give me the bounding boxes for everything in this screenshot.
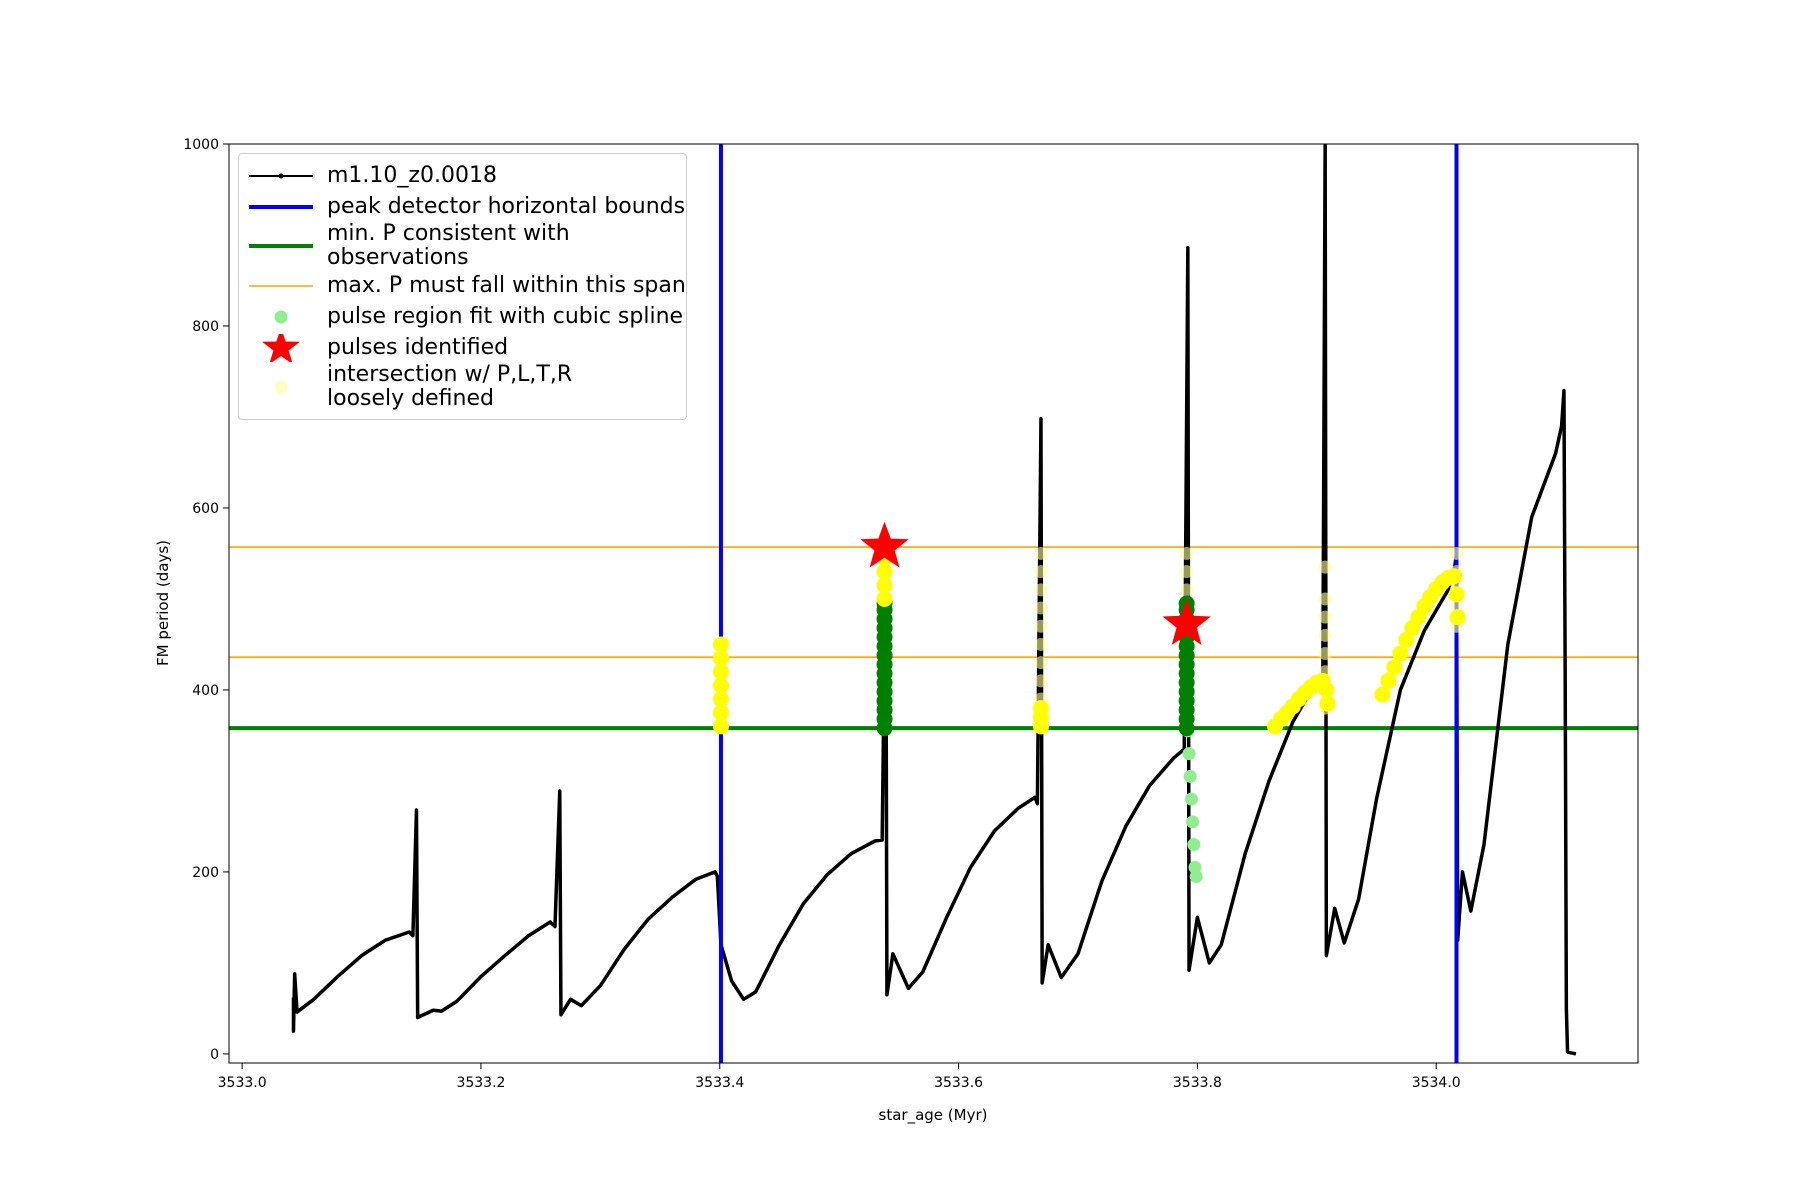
legend-symbol bbox=[274, 310, 288, 323]
legend-marker bbox=[249, 244, 313, 248]
legend-label: intersection w/ P,L,T,R loosely defined bbox=[327, 362, 573, 411]
scatter-point bbox=[1319, 695, 1336, 712]
x-tick-label: 3534.0 bbox=[1412, 1075, 1461, 1091]
legend-symbol bbox=[262, 333, 300, 362]
scatter-point bbox=[1180, 565, 1194, 579]
scatter-point bbox=[1386, 659, 1403, 676]
scatter-point bbox=[1448, 586, 1465, 603]
scatter-point bbox=[1380, 672, 1397, 689]
scatter-point bbox=[1180, 546, 1194, 560]
legend-marker bbox=[262, 333, 300, 362]
legend-label: peak detector horizontal bounds bbox=[327, 193, 686, 219]
legend-marker bbox=[249, 284, 313, 287]
scatter-point bbox=[1034, 583, 1048, 597]
scatter-point bbox=[712, 677, 729, 694]
legend-marker bbox=[274, 380, 288, 394]
legend-label: max. P must fall within this span bbox=[327, 272, 686, 298]
scatter-point bbox=[1184, 792, 1198, 806]
legend-entry: m1.10_z0.0018 bbox=[239, 160, 686, 191]
scatter-point bbox=[1180, 583, 1194, 597]
x-tick-label: 3533.8 bbox=[1173, 1075, 1222, 1091]
legend-label: pulses identified bbox=[327, 334, 509, 360]
scatter-point bbox=[876, 577, 893, 594]
scatter-point bbox=[1034, 565, 1048, 579]
scatter-point bbox=[1034, 637, 1048, 651]
y-tick-label: 600 bbox=[192, 501, 219, 517]
scatter-point bbox=[1034, 674, 1048, 688]
x-tick-label: 3533.2 bbox=[456, 1075, 505, 1091]
scatter-point bbox=[1034, 601, 1048, 615]
legend-entry: max. P must fall within this span bbox=[239, 270, 686, 301]
scatter-point bbox=[1318, 610, 1332, 624]
plot-frame bbox=[228, 143, 1639, 1064]
scatter-point bbox=[1446, 568, 1463, 585]
legend-entry: pulses identified bbox=[239, 332, 686, 363]
data-line bbox=[291, 144, 1577, 1056]
y-tick-label: 1000 bbox=[183, 137, 219, 153]
scatter-point bbox=[1398, 631, 1415, 648]
scatter-point bbox=[712, 691, 729, 708]
scatter-point bbox=[1374, 686, 1391, 703]
plot-area bbox=[229, 144, 1638, 1063]
legend-entry: pulse region fit with cubic spline bbox=[239, 301, 686, 332]
y-tick-label: 800 bbox=[192, 319, 219, 335]
legend-entry: intersection w/ P,L,T,R loosely defined bbox=[239, 363, 686, 411]
scatter-point bbox=[1187, 838, 1201, 852]
y-tick-label: 0 bbox=[210, 1047, 219, 1063]
scatter-point bbox=[1392, 645, 1409, 662]
scatter-point bbox=[712, 650, 729, 667]
x-axis-label: star_age (Myr) bbox=[879, 1106, 988, 1125]
scatter-point bbox=[1450, 546, 1464, 560]
legend-entry: min. P consistent with observations bbox=[239, 222, 686, 270]
scatter-point bbox=[1318, 560, 1332, 574]
scatter-point bbox=[1034, 546, 1048, 560]
scatter-point bbox=[1182, 747, 1196, 761]
scatter-point bbox=[712, 704, 729, 721]
scatter-point bbox=[1189, 869, 1203, 883]
legend-label: pulse region fit with cubic spline bbox=[327, 303, 684, 329]
scatter-point bbox=[1318, 628, 1332, 642]
y-tick-label: 200 bbox=[192, 865, 219, 881]
scatter-point bbox=[876, 590, 893, 607]
legend-marker bbox=[249, 173, 313, 178]
legend-label: m1.10_z0.0018 bbox=[327, 162, 497, 188]
scatter-point bbox=[712, 718, 729, 735]
scatter-point bbox=[1318, 681, 1335, 698]
legend-marker bbox=[249, 204, 313, 209]
star-marker bbox=[860, 521, 909, 568]
scatter-point bbox=[712, 636, 729, 653]
legend-entry: peak detector horizontal bounds bbox=[239, 191, 686, 222]
scatter-point bbox=[1183, 769, 1197, 783]
scatter-point bbox=[876, 563, 893, 580]
y-tick-label: 400 bbox=[192, 683, 219, 699]
scatter-point bbox=[712, 663, 729, 680]
scatter-point bbox=[1318, 592, 1332, 606]
legend-marker bbox=[274, 310, 288, 323]
scatter-point bbox=[1318, 647, 1332, 661]
x-tick-label: 3533.6 bbox=[934, 1075, 983, 1091]
x-tick-label: 3533.0 bbox=[218, 1075, 267, 1091]
scatter-point bbox=[1034, 619, 1048, 633]
star-marker bbox=[1162, 598, 1211, 645]
x-tick-label: 3533.4 bbox=[695, 1075, 744, 1091]
scatter-point bbox=[1186, 815, 1200, 829]
scatter-point bbox=[1449, 609, 1466, 626]
scatter-point bbox=[1034, 656, 1048, 670]
legend-symbol bbox=[274, 380, 288, 394]
legend-symbol bbox=[278, 173, 284, 178]
scatter-point bbox=[1032, 700, 1049, 717]
y-axis-label: FM period (days) bbox=[154, 540, 172, 666]
legend-label: min. P consistent with observations bbox=[327, 221, 570, 270]
